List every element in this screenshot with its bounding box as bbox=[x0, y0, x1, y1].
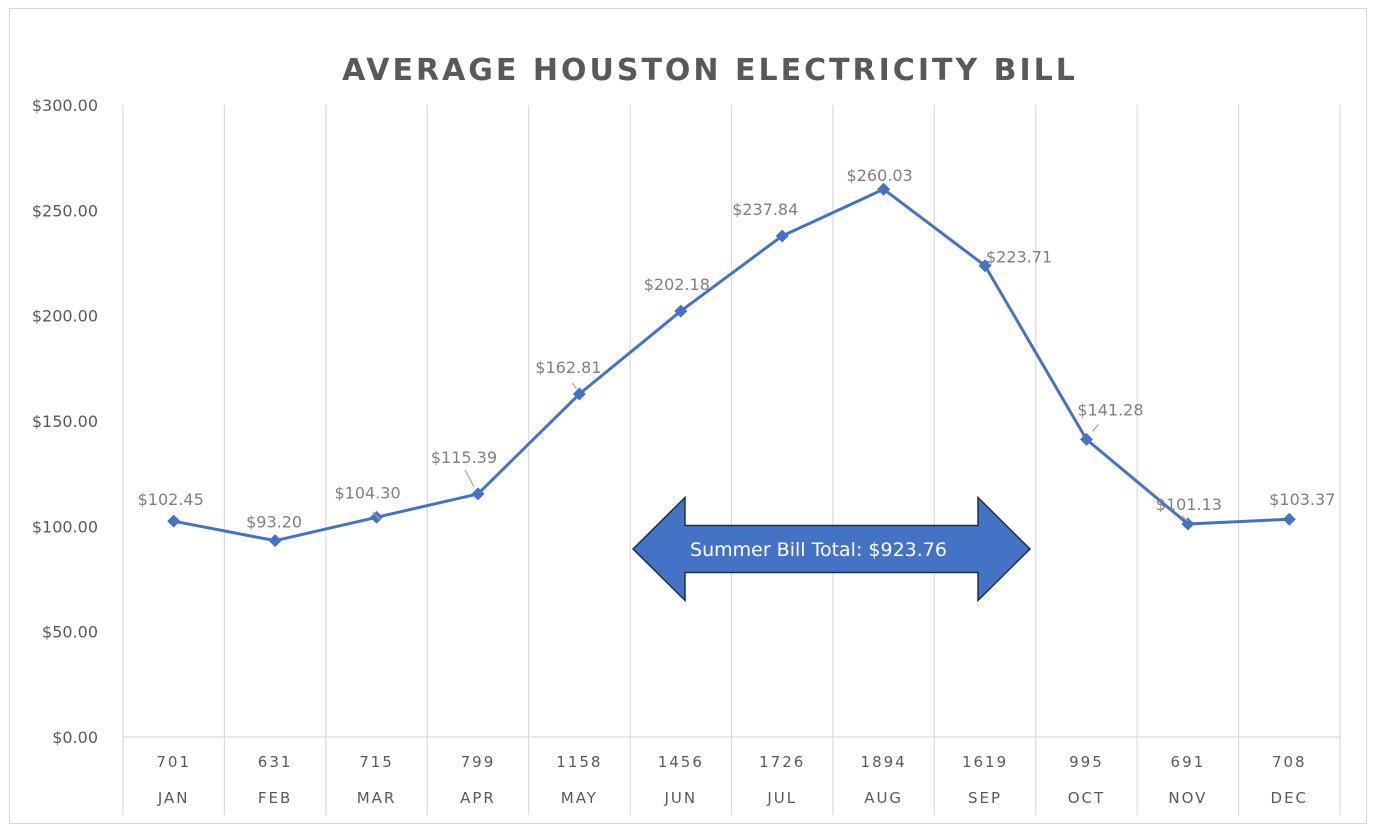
data-label: $103.37 bbox=[1269, 490, 1335, 509]
y-tick-label: $250.00 bbox=[32, 201, 98, 220]
chart-title: AVERAGE HOUSTON ELECTRICITY BILL bbox=[342, 53, 1078, 88]
x-category-value: 1726 bbox=[759, 753, 805, 771]
data-point-marker bbox=[978, 259, 992, 273]
x-category-value: 799 bbox=[461, 753, 496, 771]
data-point-marker bbox=[370, 510, 384, 524]
data-label: $101.13 bbox=[1156, 495, 1222, 514]
x-category-value: 701 bbox=[156, 753, 191, 771]
data-label: $115.39 bbox=[431, 448, 497, 467]
data-point-marker bbox=[471, 487, 485, 501]
leader-line bbox=[372, 511, 381, 520]
y-tick-label: $100.00 bbox=[32, 517, 98, 536]
data-point-marker bbox=[877, 182, 891, 196]
x-axis-labels: 701 JAN 631 FEB 715 MAR 799 APR 1158 MAY 1456 JUN 17… bbox=[156, 753, 1309, 807]
data-point-marker bbox=[1079, 432, 1093, 446]
data-label: $202.18 bbox=[644, 275, 710, 294]
data-point-marker bbox=[167, 514, 181, 528]
y-tick-label: $150.00 bbox=[32, 412, 98, 431]
y-tick-label: $300.00 bbox=[32, 96, 98, 115]
x-category-label: SEP bbox=[968, 789, 1002, 807]
x-category-label: AUG bbox=[864, 789, 903, 807]
x-category-label: JUL bbox=[766, 789, 797, 807]
double-arrow-shape bbox=[631, 495, 1032, 603]
y-tick-label: $0.00 bbox=[52, 728, 98, 747]
x-category-label: FEB bbox=[258, 789, 292, 807]
x-category-label: OCT bbox=[1068, 789, 1105, 807]
data-point-marker bbox=[1282, 512, 1296, 526]
x-category-value: 1894 bbox=[861, 753, 907, 771]
series bbox=[167, 182, 1296, 548]
x-category-value: 1456 bbox=[658, 753, 704, 771]
x-category-value: 1619 bbox=[962, 753, 1008, 771]
data-label: $223.71 bbox=[986, 248, 1052, 267]
data-point-marker bbox=[674, 304, 688, 318]
x-category-value: 631 bbox=[258, 753, 293, 771]
x-category-value: 995 bbox=[1069, 753, 1104, 771]
x-category-label: JAN bbox=[157, 789, 190, 807]
data-label: $260.03 bbox=[847, 166, 913, 185]
data-label: $237.84 bbox=[732, 200, 798, 219]
data-point-marker bbox=[572, 387, 586, 401]
summer-total-annotation: Summer Bill Total: $923.76 bbox=[631, 495, 1032, 603]
series-line bbox=[173, 187, 1290, 543]
data-point-marker bbox=[268, 534, 282, 548]
x-category-value: 691 bbox=[1171, 753, 1206, 771]
leader-line bbox=[1181, 515, 1189, 522]
summer-total-label: Summer Bill Total: $923.76 bbox=[690, 539, 947, 561]
grid-lines bbox=[122, 105, 1341, 815]
x-category-label: MAY bbox=[561, 789, 598, 807]
chart-frame bbox=[9, 8, 1367, 824]
y-axis-ticks: $0.00 $50.00 $100.00 $150.00 $200.00 $250.00 $… bbox=[32, 96, 98, 747]
data-labels: $102.45 $93.20 $104.30 $115.39 $162.81 $202.1… bbox=[138, 166, 1336, 531]
y-tick-label: $50.00 bbox=[42, 623, 98, 642]
x-category-label: DEC bbox=[1271, 789, 1309, 807]
x-category-value: 1158 bbox=[556, 753, 602, 771]
x-category-label: MAR bbox=[357, 789, 397, 807]
data-point-marker bbox=[775, 229, 789, 243]
data-point-marker bbox=[1181, 517, 1195, 531]
data-label: $141.28 bbox=[1077, 400, 1143, 419]
x-category-label: JUN bbox=[663, 789, 697, 807]
data-label: $104.30 bbox=[334, 483, 400, 502]
leader-line bbox=[571, 382, 577, 390]
data-label: $93.20 bbox=[246, 513, 302, 532]
x-category-value: 708 bbox=[1272, 753, 1307, 771]
x-category-label: NOV bbox=[1168, 789, 1207, 807]
leader-line bbox=[464, 469, 475, 488]
leader-line bbox=[1092, 423, 1099, 432]
x-category-value: 715 bbox=[359, 753, 394, 771]
data-label: $162.81 bbox=[535, 358, 601, 377]
data-label: $102.45 bbox=[138, 490, 204, 509]
y-tick-label: $200.00 bbox=[32, 307, 98, 326]
x-category-label: APR bbox=[460, 789, 496, 807]
